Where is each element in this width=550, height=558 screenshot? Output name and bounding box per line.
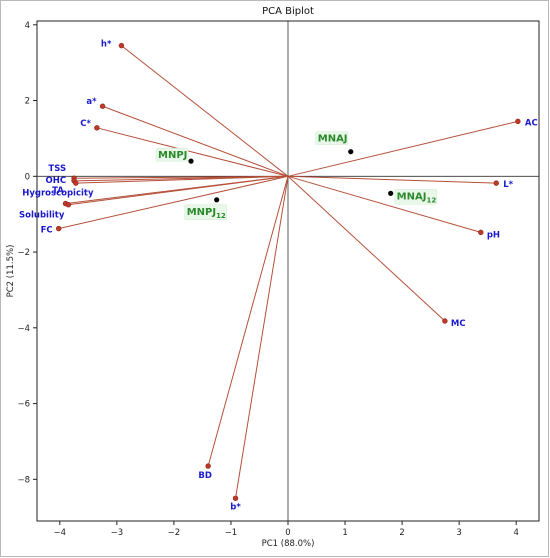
x-tick-label: 3 <box>456 528 461 538</box>
sample-point-mnpj-12 <box>214 197 220 203</box>
sample-label-bg-mnpj-12 <box>184 204 227 221</box>
loading-point-ph <box>478 229 484 236</box>
y-tick-label: −6 <box>17 400 30 410</box>
sample-label-mnaj-12: MNAJ12 <box>397 191 437 204</box>
x-tick-label: 4 <box>513 528 518 538</box>
chart-title: PCA Biplot <box>262 6 314 17</box>
variable-label-ph: pH <box>487 230 500 240</box>
x-tick-label: −4 <box>54 528 67 538</box>
variable-label-b-star: b* <box>230 502 241 512</box>
y-tick-label: −8 <box>17 475 30 485</box>
variable-label-a-star: a* <box>86 97 97 107</box>
loading-point-bd <box>205 463 211 469</box>
sample-label-bg-mnaj <box>315 131 348 145</box>
loading-line-b-star <box>235 176 289 499</box>
sample-point-mnaj-12 <box>388 190 394 196</box>
x-tick-label: 2 <box>399 528 404 538</box>
x-tick-label: 0 <box>285 528 290 538</box>
sample-label-mnaj: MNAJ <box>318 134 348 145</box>
y-tick-label: −2 <box>17 248 30 258</box>
sample-label-subscript: 12 <box>216 212 226 220</box>
y-tick-label: 4 <box>25 21 30 31</box>
loading-point-solubility <box>65 202 72 208</box>
x-tick-label: −1 <box>225 528 238 538</box>
loading-line-h-star <box>121 45 289 177</box>
sample-point-mnpj <box>188 158 194 164</box>
x-tick-label: 1 <box>342 528 347 538</box>
variable-label-solubility: Solubility <box>19 211 65 221</box>
variable-label-c-star: C* <box>80 119 91 129</box>
loading-point-mc <box>442 318 448 324</box>
variable-label-ta: TA <box>52 186 64 196</box>
variable-label-tss: TSS <box>48 164 66 174</box>
x-tick-label: −2 <box>168 528 181 538</box>
x-axis-title: PC1 (88.0%) <box>262 539 315 549</box>
loading-line-mc <box>287 175 446 322</box>
loading-line-bd <box>207 176 289 467</box>
variable-label-ac: AC <box>525 118 538 128</box>
sample-label-bg-mnpj <box>155 147 189 162</box>
loading-point-b-star <box>232 495 239 501</box>
y-axis-title: PC2 (11.5%) <box>6 245 16 298</box>
loading-point-ta <box>73 180 79 186</box>
loading-point-a-star <box>99 103 106 109</box>
variable-label-fc: FC <box>41 226 53 236</box>
variable-label-mc: MC <box>451 319 466 329</box>
loading-point-c-star <box>94 125 100 131</box>
y-tick-label: 2 <box>25 97 30 107</box>
loading-point-l-star <box>493 180 499 186</box>
loading-line-fc <box>58 175 289 230</box>
loading-line-ph <box>287 175 481 233</box>
loading-line-ta <box>75 175 289 184</box>
loading-line-c-star <box>96 127 289 177</box>
y-tick-label: −4 <box>17 324 30 334</box>
variable-label-h-star: h* <box>101 40 112 50</box>
y-tick-label: 0 <box>25 172 30 182</box>
loading-line-ac <box>287 120 519 177</box>
loading-line-solubility <box>68 175 289 206</box>
variable-label-ohc: OHC <box>46 176 67 186</box>
variable-label-l-star: L* <box>503 180 513 190</box>
loading-point-ac <box>515 118 521 125</box>
sample-label-subscript: 12 <box>426 196 436 204</box>
sample-label-mnpj: MNPJ <box>158 150 187 161</box>
variable-label-bd: BD <box>198 471 212 481</box>
loading-line-l-star <box>287 175 497 184</box>
loading-point-fc <box>55 225 62 232</box>
sample-label-bg-mnaj-12 <box>394 189 437 205</box>
loading-line-a-star <box>102 105 289 177</box>
x-tick-label: −3 <box>111 528 124 538</box>
loading-point-h-star <box>118 42 125 49</box>
variable-label-hygroscopicity: Hygroscopicity <box>22 189 94 199</box>
zero-lines <box>37 21 539 521</box>
sample-point-mnaj <box>348 149 354 155</box>
